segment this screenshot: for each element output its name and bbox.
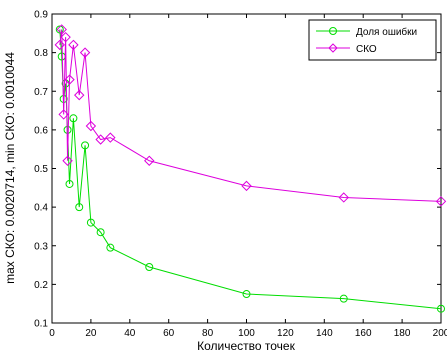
series-line-1	[59, 29, 442, 202]
data-point	[55, 25, 64, 34]
series-layer	[54, 24, 447, 313]
data-point	[435, 196, 447, 207]
x-tick-label: 60	[163, 328, 175, 339]
legend-marker-error	[329, 27, 337, 35]
data-point	[144, 155, 155, 166]
y-tick-label: 0.2	[34, 280, 48, 291]
data-point	[106, 243, 115, 252]
x-tick-label: 140	[316, 328, 333, 339]
x-tick-label: 160	[355, 328, 372, 339]
data-point	[68, 39, 79, 51]
data-point	[56, 24, 67, 35]
legend-label-sko: СКО	[356, 44, 377, 55]
legend-label-error: Доля ошибки	[356, 26, 417, 38]
data-point	[79, 47, 91, 58]
x-tick-label: 80	[202, 328, 214, 339]
data-point	[81, 141, 90, 150]
data-point	[65, 179, 74, 188]
data-point	[96, 228, 105, 237]
y-axis-label: max СКО: 0.0020714, min СКО: 0.0010044	[3, 52, 17, 284]
x-tick-label: 180	[394, 328, 411, 339]
y-tick-label: 0.4	[34, 203, 48, 214]
data-point	[69, 114, 78, 123]
x-tick-label: 20	[85, 328, 97, 339]
legend: Доля ошибки СКО	[308, 19, 437, 61]
y-tick-label: 0.5	[34, 164, 48, 175]
data-point	[242, 290, 251, 299]
data-point	[95, 134, 106, 145]
x-tick-label: 120	[277, 328, 294, 339]
legend-marker-sko	[328, 43, 338, 53]
data-point	[85, 120, 97, 132]
y-tick-label: 0.1	[34, 319, 48, 330]
plot-area	[51, 13, 442, 324]
data-point	[62, 155, 73, 166]
data-point	[105, 132, 116, 143]
data-point	[75, 203, 84, 212]
ticks-layer: 0 20 40 60 80 100 120 140 160 180 200 0.1 0.2 0.3 0.4 0…	[34, 10, 447, 340]
y-tick-label: 0.7	[34, 87, 48, 98]
y-tick-label: 0.8	[34, 48, 48, 59]
data-point	[54, 39, 65, 51]
x-tick-label: 200	[433, 328, 447, 339]
x-tick-label: 40	[124, 328, 136, 339]
x-tick-label: 100	[238, 328, 255, 339]
y-tick-label: 0.6	[34, 125, 48, 136]
data-point	[339, 294, 348, 303]
y-tick-label: 0.9	[34, 10, 48, 21]
x-axis-label: Количество точек	[197, 339, 295, 353]
data-point	[64, 74, 75, 85]
data-point	[58, 109, 69, 120]
y-tick-label: 0.3	[34, 241, 48, 252]
legend-box	[308, 19, 437, 61]
data-point	[241, 180, 252, 192]
data-point	[338, 192, 349, 203]
data-point	[437, 304, 445, 313]
x-tick-label: 0	[49, 328, 55, 339]
data-point	[86, 218, 95, 227]
data-point	[74, 89, 85, 101]
data-point	[60, 31, 71, 43]
data-point	[145, 262, 154, 271]
